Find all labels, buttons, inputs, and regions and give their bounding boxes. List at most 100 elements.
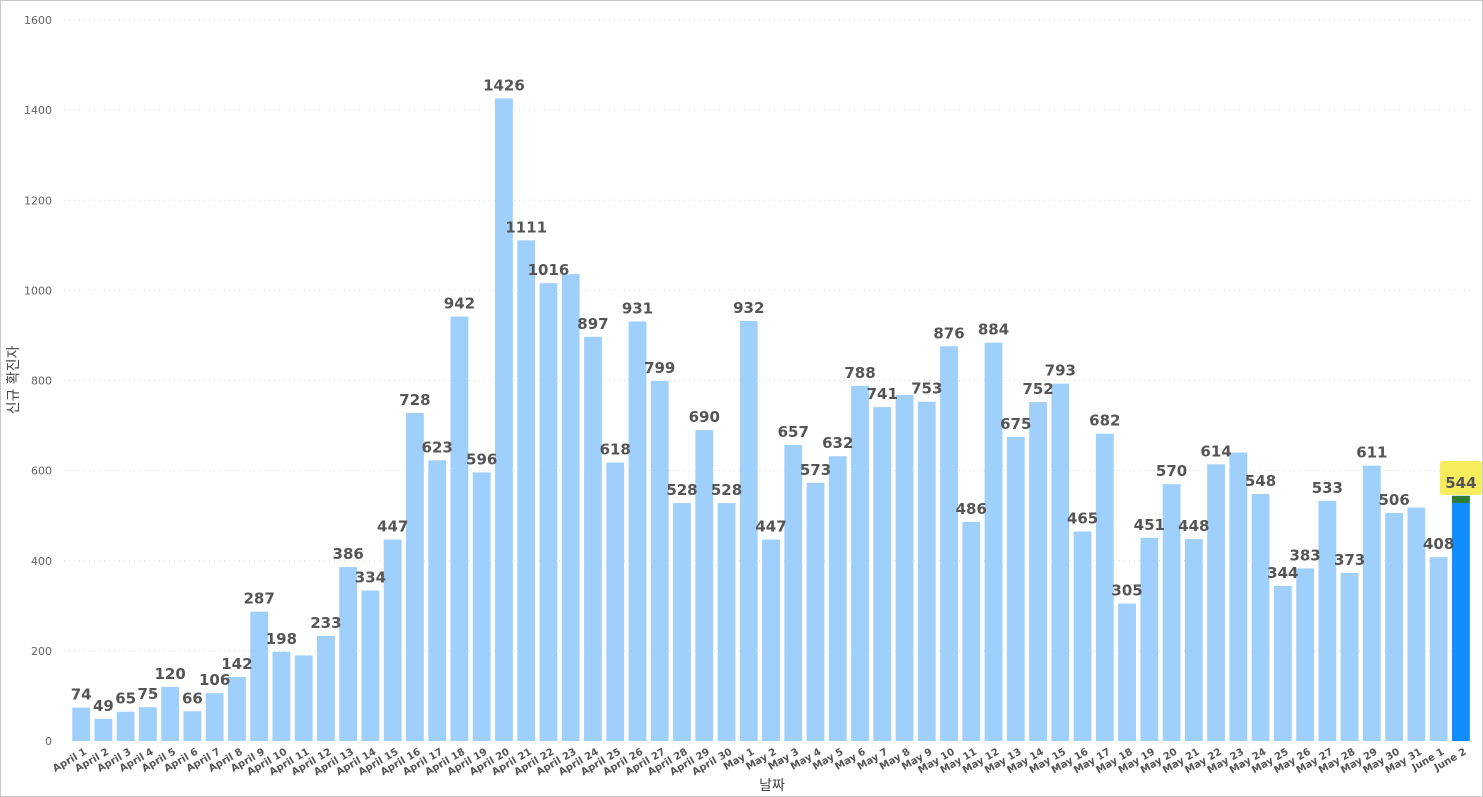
- highlight-label-background: [1439, 460, 1482, 495]
- bar[interactable]: [1451, 495, 1470, 741]
- bar[interactable]: [673, 503, 691, 741]
- bar[interactable]: [1140, 537, 1159, 741]
- bar[interactable]: [1229, 452, 1248, 741]
- data-label: 942: [444, 295, 475, 313]
- data-label: 533: [1312, 479, 1343, 497]
- data-label: 675: [1000, 415, 1031, 433]
- data-label: 932: [733, 299, 764, 317]
- data-label: 386: [333, 545, 364, 563]
- bar[interactable]: [539, 283, 558, 741]
- bar[interactable]: [428, 460, 447, 741]
- y-tick-label: 200: [31, 645, 52, 658]
- y-tick-label: 800: [31, 375, 52, 388]
- data-label: 1111: [505, 218, 547, 236]
- bar[interactable]: [138, 707, 157, 741]
- bar[interactable]: [1318, 500, 1337, 741]
- bar[interactable]: [1207, 464, 1225, 741]
- bar[interactable]: [1029, 402, 1047, 741]
- bar[interactable]: [940, 346, 958, 741]
- data-label: 334: [355, 568, 386, 586]
- bar[interactable]: [584, 336, 602, 741]
- bar[interactable]: [1340, 572, 1359, 741]
- bar[interactable]: [72, 707, 91, 741]
- data-label: 793: [1045, 362, 1076, 380]
- bar[interactable]: [828, 456, 847, 741]
- bar[interactable]: [962, 521, 981, 741]
- bar[interactable]: [1162, 484, 1181, 741]
- data-label: 544: [1445, 474, 1476, 492]
- bar[interactable]: [383, 539, 402, 741]
- data-label: 752: [1022, 380, 1053, 398]
- bar[interactable]: [739, 321, 758, 741]
- bar[interactable]: [183, 711, 202, 741]
- bar[interactable]: [851, 385, 869, 741]
- bar[interactable]: [495, 98, 513, 741]
- bar[interactable]: [472, 472, 491, 741]
- data-label: 1016: [528, 261, 570, 279]
- bar[interactable]: [406, 412, 424, 741]
- bar[interactable]: [1296, 568, 1314, 741]
- bar[interactable]: [1362, 465, 1381, 741]
- data-label: 741: [867, 385, 898, 403]
- bar[interactable]: [1251, 494, 1270, 741]
- bar[interactable]: [116, 711, 135, 741]
- data-label: 897: [577, 315, 608, 333]
- data-label: 611: [1356, 444, 1387, 462]
- data-label: 876: [933, 324, 964, 342]
- bar[interactable]: [1273, 585, 1292, 741]
- bar[interactable]: [339, 567, 358, 741]
- y-axis-ticks: 0 200 400 600 800 1000 1200 1400 1600: [24, 14, 52, 748]
- bar[interactable]: [1051, 383, 1070, 741]
- bar[interactable]: [873, 407, 892, 741]
- bar[interactable]: [205, 693, 224, 741]
- bar[interactable]: [1429, 557, 1448, 741]
- bar[interactable]: [228, 677, 246, 741]
- data-label: 528: [711, 481, 742, 499]
- bar[interactable]: [1095, 433, 1114, 741]
- data-label: 573: [800, 461, 831, 479]
- bar[interactable]: [895, 394, 914, 741]
- data-label: 49: [93, 697, 114, 715]
- bar[interactable]: [1006, 436, 1025, 741]
- bar[interactable]: [272, 651, 291, 741]
- data-label: 753: [911, 380, 942, 398]
- bar[interactable]: [161, 686, 180, 741]
- bar[interactable]: [561, 274, 580, 741]
- bar[interactable]: [450, 316, 469, 741]
- data-label: 142: [221, 655, 252, 673]
- bar[interactable]: [94, 718, 113, 741]
- bar[interactable]: [984, 342, 1003, 741]
- y-tick-label: 400: [31, 555, 52, 568]
- bar[interactable]: [917, 401, 936, 741]
- y-axis-title: 신규 확진자: [6, 345, 22, 414]
- bar[interactable]: [517, 240, 536, 741]
- bar[interactable]: [628, 321, 647, 741]
- bar[interactable]: [695, 430, 714, 741]
- bar[interactable]: [250, 611, 269, 741]
- data-label: 120: [154, 665, 185, 683]
- bar[interactable]: [1407, 507, 1426, 741]
- bar[interactable]: [1385, 512, 1404, 741]
- data-label: 198: [266, 630, 297, 648]
- data-label: 447: [377, 518, 408, 536]
- y-tick-label: 0: [45, 735, 52, 748]
- data-label: 682: [1089, 412, 1120, 430]
- bar[interactable]: [762, 539, 780, 741]
- bar[interactable]: [606, 462, 625, 741]
- bar[interactable]: [294, 655, 313, 741]
- bar[interactable]: [717, 503, 736, 741]
- y-tick-label: 1400: [24, 104, 52, 117]
- bar[interactable]: [650, 380, 669, 741]
- bar[interactable]: [784, 444, 803, 741]
- data-label: 287: [244, 590, 275, 608]
- bar[interactable]: [317, 636, 335, 741]
- data-label: 383: [1289, 546, 1320, 564]
- data-label: 106: [199, 671, 230, 689]
- bar[interactable]: [1118, 603, 1136, 741]
- bar[interactable]: [806, 482, 825, 741]
- bar[interactable]: [1073, 531, 1092, 741]
- bar[interactable]: [361, 590, 380, 741]
- data-label: 728: [399, 391, 430, 409]
- bar[interactable]: [1184, 539, 1203, 741]
